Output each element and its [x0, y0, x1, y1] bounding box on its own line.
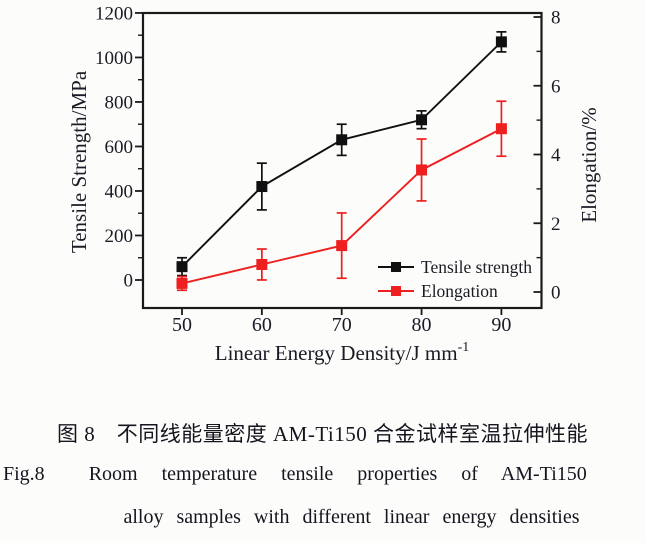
data-point-marker [336, 240, 348, 252]
svg-text:200: 200 [105, 226, 134, 247]
legend-label: Elongation [421, 281, 498, 301]
data-point-marker [416, 114, 428, 126]
legend-marker [391, 262, 401, 272]
svg-text:1000: 1000 [95, 48, 133, 69]
figure-number-label: Fig.8 [3, 463, 45, 485]
svg-text:600: 600 [105, 137, 134, 158]
caption-english-line2: alloy samples with different linear ener… [123, 506, 580, 528]
caption-chinese: 图 8 不同线能量密度 AM-Ti150 合金试样室温拉伸性能 [56, 422, 588, 446]
legend: Tensile strength Elongation [378, 257, 532, 301]
svg-text:2: 2 [551, 214, 561, 235]
svg-text:8: 8 [551, 8, 561, 29]
tensile-elongation-chart: 0 200 400 600 800 1000 1200 0 2 4 6 8 50 60 70 80 90 Tens… [67, 3, 601, 365]
svg-text:6: 6 [551, 76, 561, 97]
svg-text:4: 4 [551, 145, 561, 166]
svg-text:60: 60 [252, 314, 272, 336]
svg-text:0: 0 [551, 283, 561, 304]
svg-text:80: 80 [412, 314, 432, 336]
svg-text:0: 0 [124, 271, 134, 292]
data-point-marker [256, 181, 268, 193]
svg-text:50: 50 [172, 314, 192, 336]
svg-text:800: 800 [105, 92, 134, 113]
right-axis-title: Elongation/% [577, 107, 601, 222]
data-point-marker [256, 259, 268, 270]
data-point-marker [176, 261, 188, 273]
series-elongation [176, 100, 507, 292]
svg-text:90: 90 [491, 314, 511, 336]
svg-text:400: 400 [105, 181, 134, 202]
data-point-marker [495, 36, 507, 48]
left-axis-title: Tensile Strength/MPa [67, 70, 91, 253]
data-point-marker [176, 277, 188, 289]
legend-marker [391, 286, 401, 296]
data-point-marker [495, 123, 507, 135]
data-point-marker [336, 134, 348, 146]
left-axis: 0 200 400 600 800 1000 1200 [95, 3, 143, 292]
caption-english-line1: Fig.8 Room temperature tensile propertie… [3, 463, 641, 486]
svg-text:70: 70 [332, 314, 352, 336]
series-tensile-strength [176, 31, 507, 277]
right-axis: 0 2 4 6 8 [533, 8, 561, 304]
legend-label: Tensile strength [421, 257, 532, 277]
x-axis: 50 60 70 80 90 [172, 308, 511, 336]
x-axis-title: Linear Energy Density/J mm-1 [215, 340, 469, 365]
svg-text:1200: 1200 [95, 3, 133, 24]
caption-english-text: Room temperature tensile properties of A… [88, 463, 587, 485]
data-point-marker [416, 164, 428, 176]
